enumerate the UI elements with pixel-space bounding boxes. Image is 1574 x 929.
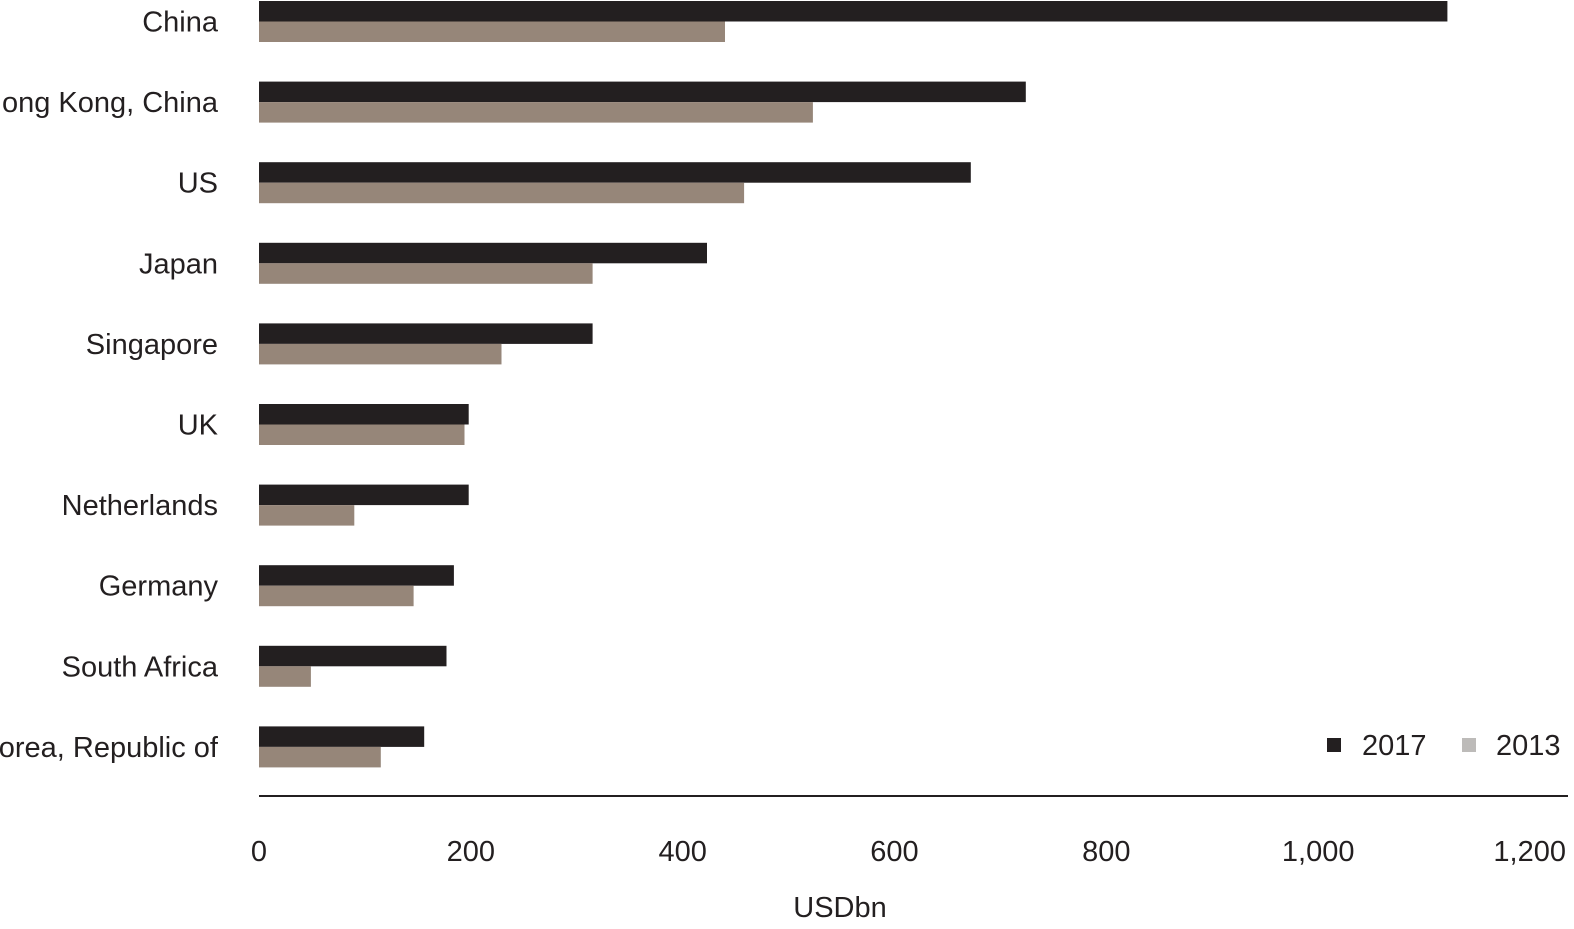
bar-germany-2017 <box>259 565 454 586</box>
category-label-singapore: Singapore <box>86 329 218 361</box>
bar-us-2017 <box>259 162 971 183</box>
x-tick-label-1000: 1,000 <box>1282 836 1355 868</box>
bar-japan-2013 <box>259 263 593 284</box>
x-axis-title: USDbn <box>793 892 887 924</box>
category-label-us: US <box>178 168 218 200</box>
bar-hong-kong-china-2013 <box>259 102 813 123</box>
bar-japan-2017 <box>259 242 707 264</box>
bar-germany-2013 <box>259 585 414 607</box>
bar-china-2017 <box>259 1 1448 22</box>
bar-singapore-2013 <box>259 343 502 365</box>
x-tick-label-200: 200 <box>447 836 495 868</box>
legend-marker-2013 <box>1462 738 1476 752</box>
category-label-germany: Germany <box>99 571 219 603</box>
bar-south-africa-2013 <box>259 666 311 687</box>
bar-korea-republic-of-2017 <box>259 726 425 747</box>
bars-group <box>259 1 1448 768</box>
category-label-uk: UK <box>178 410 219 442</box>
category-labels: China Hong Kong, China US Japan Singapore UK N… <box>0 7 219 764</box>
bar-uk-2013 <box>259 424 465 445</box>
category-label-china: China <box>142 7 219 39</box>
legend: 2017 2013 <box>1327 730 1561 762</box>
x-tick-label-0: 0 <box>251 836 267 868</box>
legend-marker-2017 <box>1327 738 1341 752</box>
bar-uk-2017 <box>259 404 469 425</box>
bar-south-africa-2017 <box>259 645 447 667</box>
x-tick-labels: 0 200 400 600 800 1,000 1,200 <box>251 836 1566 868</box>
x-tick-label-400: 400 <box>659 836 707 868</box>
legend-label-2013: 2013 <box>1496 730 1561 762</box>
bar-us-2013 <box>259 182 745 204</box>
category-label-korea-republic-of: Korea, Republic of <box>0 732 219 764</box>
bar-netherlands-2013 <box>259 505 355 526</box>
bar-singapore-2017 <box>259 323 593 344</box>
category-label-netherlands: Netherlands <box>62 490 218 522</box>
category-label-hong-kong-china: Hong Kong, China <box>0 87 219 119</box>
x-tick-label-1200: 1,200 <box>1493 836 1566 868</box>
bar-china-2013 <box>259 21 725 42</box>
bar-netherlands-2017 <box>259 484 469 506</box>
category-label-japan: Japan <box>139 248 218 280</box>
category-label-south-africa: South Africa <box>62 651 219 683</box>
bar-korea-republic-of-2013 <box>259 746 381 768</box>
bar-hong-kong-china-2017 <box>259 81 1026 103</box>
legend-label-2017: 2017 <box>1362 730 1427 762</box>
x-tick-label-800: 800 <box>1082 836 1130 868</box>
x-tick-label-600: 600 <box>870 836 918 868</box>
